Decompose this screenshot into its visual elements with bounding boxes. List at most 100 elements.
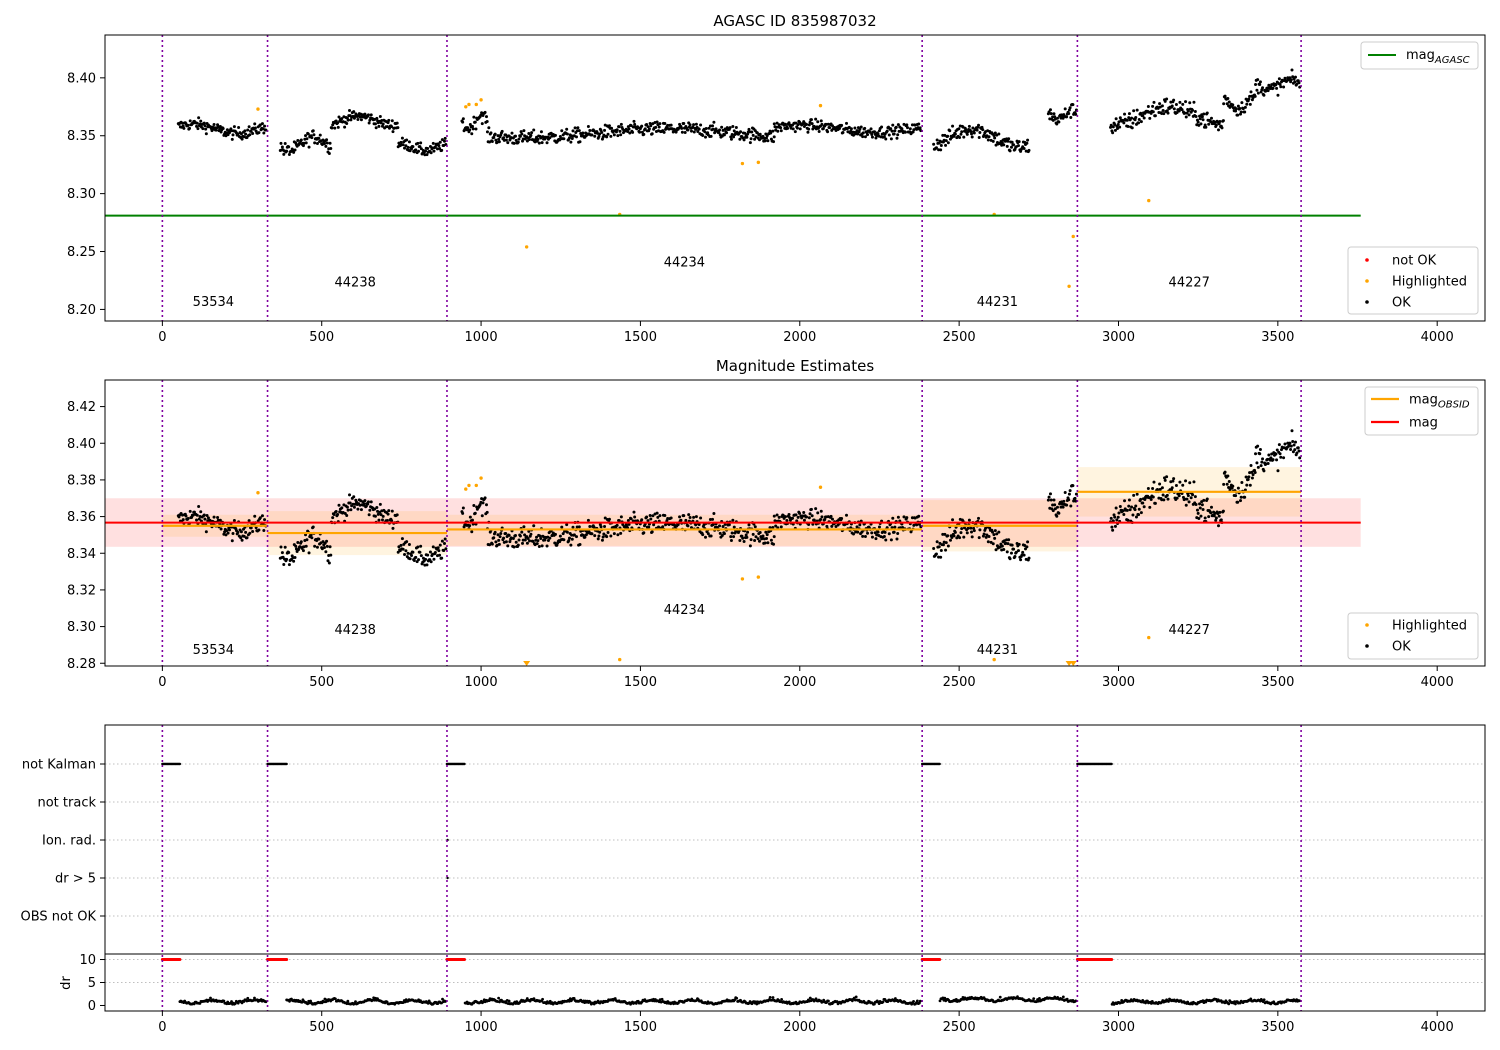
ok-point [786, 126, 790, 130]
ok-point [866, 133, 870, 137]
y-tick-label: 8.35 [67, 129, 96, 144]
ok-point [1134, 504, 1138, 508]
ok-point [343, 125, 347, 129]
ok-point [1181, 102, 1185, 106]
highlighted-point [479, 476, 483, 480]
ok-point [1238, 499, 1242, 503]
highlighted-point [474, 483, 478, 488]
ok-point [969, 129, 973, 133]
ok-point [640, 130, 644, 134]
ok-point [717, 130, 721, 134]
ok-point [1243, 495, 1247, 499]
ok-point [953, 530, 957, 534]
ok-point [1151, 110, 1155, 114]
ok-point [279, 141, 283, 145]
ok-point [553, 532, 557, 536]
ok-point [950, 535, 954, 539]
ok-point [870, 535, 874, 539]
ok-point [1016, 549, 1020, 553]
ok-point [368, 118, 372, 122]
ok-point [729, 135, 733, 139]
ok-point [1195, 508, 1199, 512]
obsid-label: 44227 [1169, 623, 1210, 638]
dr-point [918, 999, 922, 1003]
ok-point [412, 558, 416, 562]
ok-point [440, 148, 444, 152]
not-kalman-point [1110, 762, 1113, 766]
ok-point [995, 532, 999, 536]
ok-point [461, 511, 465, 515]
ok-point [280, 551, 284, 555]
ok-point [859, 125, 863, 129]
ok-point [485, 510, 489, 514]
ok-point [1289, 78, 1293, 82]
ok-point [1008, 557, 1012, 561]
ok-point [876, 530, 880, 534]
ok-point [548, 136, 552, 140]
ok-point [774, 524, 778, 528]
ok-point [882, 135, 886, 139]
ok-point [1063, 490, 1067, 494]
ok-point [1196, 511, 1200, 515]
ok-point [1142, 505, 1146, 509]
ok-point [601, 535, 605, 539]
ok-point [645, 515, 649, 519]
dr-point [780, 997, 784, 1001]
ok-point [1135, 108, 1139, 112]
ok-point [537, 545, 541, 549]
ok-point [1009, 145, 1013, 149]
ok-point [1113, 524, 1117, 528]
ok-point [329, 553, 333, 557]
ok-point [893, 525, 897, 529]
ok-point [806, 130, 810, 134]
ok-point [709, 134, 713, 138]
ok-point [396, 126, 400, 130]
not-kalman-point [285, 762, 288, 766]
ok-point [1209, 116, 1213, 120]
ok-point [946, 141, 950, 145]
ok-point [433, 551, 437, 555]
ok-point [1111, 131, 1115, 135]
ok-point [1283, 76, 1287, 80]
ok-point [249, 526, 253, 530]
ok-point [432, 557, 436, 561]
ok-point [1275, 86, 1279, 90]
ok-point [645, 122, 649, 126]
ok-point [539, 130, 543, 134]
ok-point [1153, 501, 1157, 505]
ok-point [819, 119, 823, 123]
ok-point [431, 545, 435, 549]
ok-point [429, 151, 433, 155]
ok-point [791, 516, 795, 520]
ok-point [373, 507, 377, 511]
ok-point [510, 131, 514, 135]
ok-point [1261, 86, 1265, 90]
ok-point [633, 515, 637, 519]
ok-point [352, 505, 356, 509]
ok-point [969, 530, 973, 534]
ok-point [264, 128, 268, 132]
ok-point [828, 126, 832, 130]
ok-point [993, 136, 997, 140]
ok-point [399, 543, 403, 547]
ok-point [1063, 107, 1067, 111]
ok-point [939, 555, 943, 559]
ok-point [565, 132, 569, 136]
ok-point [502, 536, 506, 540]
ok-point [377, 124, 381, 128]
ok-point [600, 538, 604, 542]
ok-point [543, 538, 547, 542]
ok-point [569, 543, 573, 547]
ok-point [1026, 540, 1030, 544]
ok-point [499, 531, 503, 535]
ok-point [1243, 105, 1247, 109]
ok-point [884, 137, 888, 141]
obsid-label: 44227 [1169, 275, 1210, 290]
ok-point [514, 138, 518, 142]
ok-point [1258, 80, 1262, 84]
dr-point [246, 996, 250, 1000]
ok-point [615, 523, 619, 527]
ok-point [1052, 498, 1056, 502]
obsid-label: 44234 [664, 603, 705, 618]
